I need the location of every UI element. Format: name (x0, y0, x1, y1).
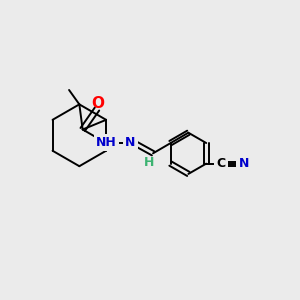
Text: H: H (143, 156, 154, 169)
Text: NH: NH (96, 136, 117, 149)
Text: N: N (125, 136, 136, 149)
Text: O: O (91, 96, 104, 111)
Text: C: C (216, 157, 226, 170)
Text: N: N (238, 157, 249, 170)
